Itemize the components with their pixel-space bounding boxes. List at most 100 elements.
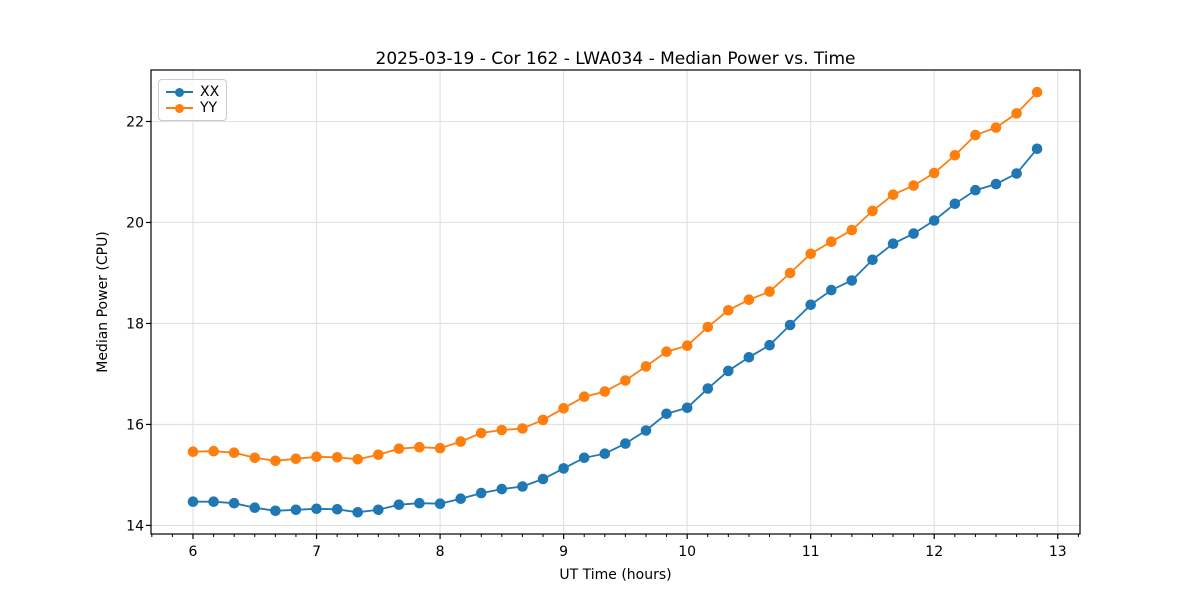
- data-point-yy: [578, 391, 590, 403]
- axis-ticks: 6 7 8 9 10 11 12 13 14 16 18 20 22: [126, 114, 1079, 560]
- data-point-xx: [599, 448, 611, 460]
- x-tick-label: 9: [559, 544, 568, 560]
- data-point-yy: [475, 427, 487, 439]
- data-point-yy: [620, 375, 631, 386]
- x-tick-label: 7: [312, 544, 321, 560]
- y-tick-label: 16: [126, 417, 144, 433]
- data-point-yy: [558, 403, 569, 414]
- x-tick-label: 12: [925, 544, 943, 560]
- data-point-xx: [846, 275, 858, 286]
- data-point-yy: [455, 436, 467, 447]
- data-point-xx: [887, 238, 899, 249]
- chart-title: 2025-03-19 - Cor 162 - LWA034 - Median P…: [376, 49, 856, 69]
- data-point-xx: [620, 438, 631, 449]
- y-tick-label: 14: [126, 518, 144, 534]
- data-point-xx: [805, 299, 816, 311]
- data-point-yy: [640, 361, 652, 372]
- data-point-xx: [331, 504, 343, 515]
- series: [187, 86, 1043, 518]
- data-point-xx: [475, 487, 487, 499]
- x-tick-label: 6: [189, 544, 198, 560]
- data-point-xx: [434, 498, 446, 510]
- data-point-xx: [908, 228, 919, 239]
- data-point-xx: [743, 352, 755, 363]
- data-point-yy: [764, 286, 775, 297]
- data-point-xx: [249, 502, 261, 513]
- data-point-yy: [393, 443, 405, 455]
- data-point-xx: [1031, 143, 1043, 155]
- data-point-xx: [723, 365, 734, 377]
- legend-line-marker-icon: [166, 103, 193, 114]
- data-point-xx: [784, 319, 796, 331]
- data-point-xx: [764, 339, 775, 351]
- data-point-xx: [661, 408, 672, 420]
- data-point-yy: [1031, 86, 1043, 98]
- data-point-yy: [970, 129, 981, 141]
- data-point-xx: [640, 425, 652, 436]
- data-point-xx: [311, 503, 322, 515]
- data-point-xx: [270, 505, 281, 517]
- data-point-xx: [290, 504, 302, 516]
- data-point-yy: [599, 386, 611, 397]
- legend-item-xx: XX: [166, 84, 220, 100]
- data-point-xx: [496, 483, 508, 495]
- data-point-xx: [826, 284, 837, 296]
- data-point-yy: [846, 224, 858, 236]
- legend-label-xx: XX: [200, 84, 220, 100]
- data-point-yy: [290, 453, 302, 465]
- data-point-xx: [414, 497, 425, 509]
- data-point-yy: [784, 267, 796, 279]
- series-line-yy: [192, 91, 1038, 462]
- data-point-yy: [887, 189, 899, 200]
- y-tick-label: 18: [126, 316, 144, 332]
- data-point-xx: [970, 184, 981, 196]
- x-tick-label: 13: [1049, 544, 1067, 560]
- data-point-yy: [949, 150, 961, 161]
- data-point-xx: [373, 504, 384, 516]
- data-point-yy: [1011, 108, 1022, 119]
- x-tick-label: 8: [436, 544, 445, 560]
- legend-label-yy: YY: [200, 100, 218, 116]
- data-point-xx: [187, 496, 199, 508]
- data-point-yy: [681, 340, 693, 352]
- grid: [151, 70, 1080, 534]
- legend: XX YY: [158, 79, 227, 121]
- data-point-yy: [517, 423, 528, 434]
- data-point-xx: [578, 452, 590, 464]
- data-point-yy: [249, 452, 261, 464]
- data-point-yy: [702, 321, 714, 333]
- data-point-yy: [867, 205, 878, 217]
- data-point-yy: [270, 455, 281, 467]
- data-point-xx: [208, 496, 219, 508]
- data-point-yy: [496, 424, 508, 436]
- data-point-yy: [187, 446, 199, 458]
- data-point-yy: [331, 452, 343, 463]
- data-point-xx: [228, 497, 240, 509]
- data-point-yy: [990, 122, 1002, 133]
- data-point-yy: [928, 167, 940, 179]
- data-point-yy: [908, 180, 919, 191]
- data-point-xx: [537, 473, 549, 485]
- y-tick-label: 22: [126, 114, 144, 130]
- data-point-xx: [352, 507, 364, 518]
- legend-line-marker-icon: [166, 87, 193, 98]
- data-point-xx: [517, 481, 528, 492]
- y-tick-label: 20: [126, 215, 144, 231]
- data-point-yy: [723, 305, 734, 316]
- legend-item-yy: YY: [166, 100, 218, 116]
- data-point-xx: [393, 499, 405, 511]
- data-point-xx: [867, 254, 878, 266]
- data-point-yy: [414, 441, 425, 453]
- x-tick-label: 11: [802, 544, 820, 560]
- plot-border: [150, 69, 1081, 535]
- data-point-xx: [558, 463, 569, 474]
- data-point-xx: [990, 178, 1002, 190]
- data-point-yy: [805, 248, 816, 260]
- data-point-yy: [537, 414, 549, 426]
- x-axis-label: UT Time (hours): [559, 567, 671, 583]
- data-point-xx: [1011, 168, 1022, 179]
- y-axis-label: Median Power (CPU): [95, 231, 111, 373]
- data-point-xx: [681, 402, 693, 414]
- data-point-yy: [228, 447, 240, 459]
